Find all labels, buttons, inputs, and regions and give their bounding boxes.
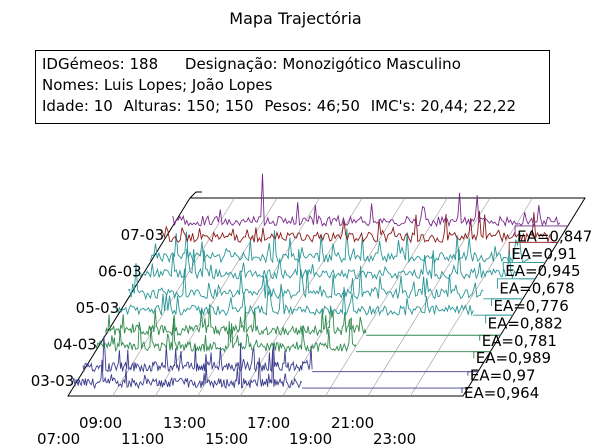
- designation-value: Monozigótico Masculino: [282, 55, 461, 73]
- time-tick-front-1500: 15:00: [205, 430, 248, 447]
- heights-label: Alturas:: [123, 97, 182, 115]
- chart-frame: [67, 191, 586, 397]
- bmi-label: IMC's:: [370, 97, 416, 115]
- names-value: Luis Lopes; João Lopes: [103, 76, 273, 94]
- chart-labels: EA=0,964EA=0,97EA=0,989EA=0,781EA=0,882E…: [31, 226, 591, 447]
- day-label-04-03: 04-03: [53, 335, 97, 353]
- floor-outline: [67, 197, 586, 397]
- ea-leader-03-03-s1: [461, 387, 468, 393]
- time-tick-front-1100: 11:00: [121, 430, 164, 447]
- ea-label-05-03-s1: EA=0,882: [488, 314, 563, 332]
- ea-leader-lines: [461, 225, 568, 393]
- series-trace-04-03-s2: [104, 303, 367, 337]
- series-trace-05-03-s1: [117, 283, 474, 317]
- series-trace-03-03-s1: [72, 342, 303, 390]
- bmi-value: 20,44; 22,22: [420, 97, 517, 115]
- ea-label-03-03-s1: EA=0,964: [464, 384, 539, 402]
- designation-label: Designação:: [184, 55, 278, 73]
- ea-label-04-03-s1: EA=0,989: [476, 349, 551, 367]
- age-value: 10: [93, 97, 113, 115]
- day-label-07-03: 07-03: [121, 226, 165, 244]
- ea-label-05-03-s2: EA=0,776: [494, 297, 569, 315]
- day-label-06-03: 06-03: [98, 262, 142, 280]
- time-gridline: [410, 197, 533, 397]
- time-gridline: [240, 197, 363, 397]
- ea-leader-04-03-s2: [479, 334, 501, 341]
- time-tick-front-2300: 23:00: [373, 430, 416, 447]
- time-tick-back-1700: 17:00: [247, 414, 290, 432]
- ea-label-06-03-s1: EA=0,678: [499, 280, 574, 298]
- series-trace-05-03-s2: [127, 263, 484, 301]
- time-gridline: [197, 197, 320, 397]
- time-tick-back-0900: 09:00: [79, 414, 122, 432]
- time-tick-back-2100: 21:00: [331, 414, 374, 432]
- ea-leader-06-03-s1: [496, 278, 536, 289]
- time-tick-front-1900: 19:00: [289, 430, 332, 447]
- day-label-03-03: 03-03: [31, 372, 75, 390]
- ea-leader-05-03-s2: [491, 298, 523, 306]
- floor-corner-tick: [189, 191, 202, 199]
- info-line-id: IDGémeos: 188 Designação: Monozigótico M…: [42, 54, 543, 75]
- names-label: Nomes:: [42, 76, 100, 94]
- page-title: Mapa Trajectória: [229, 9, 362, 28]
- weights-label: Pesos:: [264, 97, 312, 115]
- ea-label-03-03-s2: EA=0,97: [470, 367, 536, 385]
- id-label: IDGémeos:: [42, 55, 125, 73]
- ea-label-04-03-s2: EA=0,781: [482, 332, 557, 350]
- ea-label-06-03-s2: EA=0,945: [505, 262, 580, 280]
- weights-value: 46;50: [316, 97, 360, 115]
- series-trace-07-03-s2: [172, 173, 561, 228]
- series-trace-07-03-s1: [162, 210, 551, 244]
- day-label-05-03: 05-03: [76, 299, 120, 317]
- id-value: 188: [129, 55, 159, 73]
- time-tick-back-1300: 13:00: [163, 414, 206, 432]
- time-tick-front-0700: 07:00: [37, 430, 80, 447]
- info-line-names: Nomes: Luis Lopes; João Lopes: [42, 75, 543, 96]
- series-trace-03-03-s2: [82, 336, 313, 373]
- info-line-metrics: Idade: 10 Alturas: 150; 150 Pesos: 46;50…: [42, 96, 543, 117]
- chart-series: [72, 173, 568, 390]
- time-gridline: [325, 197, 448, 397]
- series-trace-04-03-s1: [94, 317, 357, 353]
- series-trace-06-03-s2: [149, 228, 530, 264]
- ea-label-07-03-s2: EA=0,847: [517, 227, 591, 245]
- age-label: Idade:: [42, 97, 89, 115]
- ea-leader-07-03-s2: [514, 225, 568, 237]
- ea-leader-03-03-s2: [467, 371, 478, 376]
- heights-value: 150; 150: [186, 97, 254, 115]
- ea-leader-05-03-s1: [485, 314, 513, 324]
- ea-leader-06-03-s2: [502, 261, 546, 272]
- twin-info-box: IDGémeos: 188 Designação: Monozigótico M…: [35, 50, 550, 124]
- ea-leader-04-03-s1: [473, 351, 491, 359]
- ea-label-07-03-s1: EA=0,91: [511, 245, 577, 263]
- ea-leader-07-03-s1: [508, 241, 558, 254]
